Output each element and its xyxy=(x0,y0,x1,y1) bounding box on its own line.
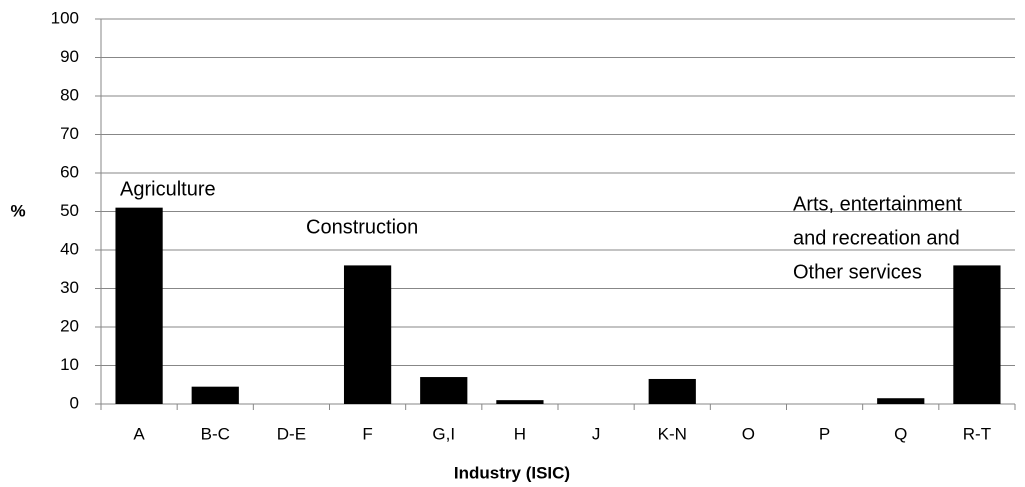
y-tick-label: 50 xyxy=(60,201,79,220)
y-tick-label: 10 xyxy=(60,355,79,374)
x-tick-label: F xyxy=(362,424,372,443)
x-tick-label: O xyxy=(742,424,755,443)
y-tick-label: 70 xyxy=(60,124,79,143)
y-axis-label: % xyxy=(10,201,25,220)
y-tick-label: 0 xyxy=(70,393,79,412)
annotation: Agriculture xyxy=(120,178,216,200)
y-tick-label: 60 xyxy=(60,162,79,181)
annotation: Construction xyxy=(306,216,418,238)
y-tick-label: 40 xyxy=(60,239,79,258)
y-tick-label: 100 xyxy=(51,8,79,27)
x-tick-label: K-N xyxy=(658,424,687,443)
y-tick-label: 80 xyxy=(60,85,79,104)
x-tick-label: A xyxy=(133,424,145,443)
bar xyxy=(953,265,1001,404)
y-tick-label: 30 xyxy=(60,278,79,297)
annotation: Arts, entertainment xyxy=(793,193,962,215)
annotation: and recreation and xyxy=(793,227,960,249)
bar xyxy=(877,398,925,404)
x-axis-label: Industry (ISIC) xyxy=(454,463,570,482)
annotation: Other services xyxy=(793,261,922,283)
x-tick-label: B-C xyxy=(201,424,230,443)
x-tick-label: P xyxy=(819,424,830,443)
bar xyxy=(420,377,468,404)
x-tick-label: R-T xyxy=(963,424,991,443)
x-tick-label: H xyxy=(514,424,526,443)
y-tick-label: 90 xyxy=(60,47,79,66)
bar xyxy=(496,400,544,404)
bar xyxy=(191,386,239,404)
x-tick-label: G,I xyxy=(432,424,455,443)
x-tick-label: D-E xyxy=(277,424,306,443)
x-tick-label: Q xyxy=(894,424,907,443)
bar xyxy=(115,207,163,404)
bar xyxy=(343,265,392,404)
y-tick-label: 20 xyxy=(60,316,79,335)
bar xyxy=(648,378,696,404)
x-tick-label: J xyxy=(592,424,601,443)
